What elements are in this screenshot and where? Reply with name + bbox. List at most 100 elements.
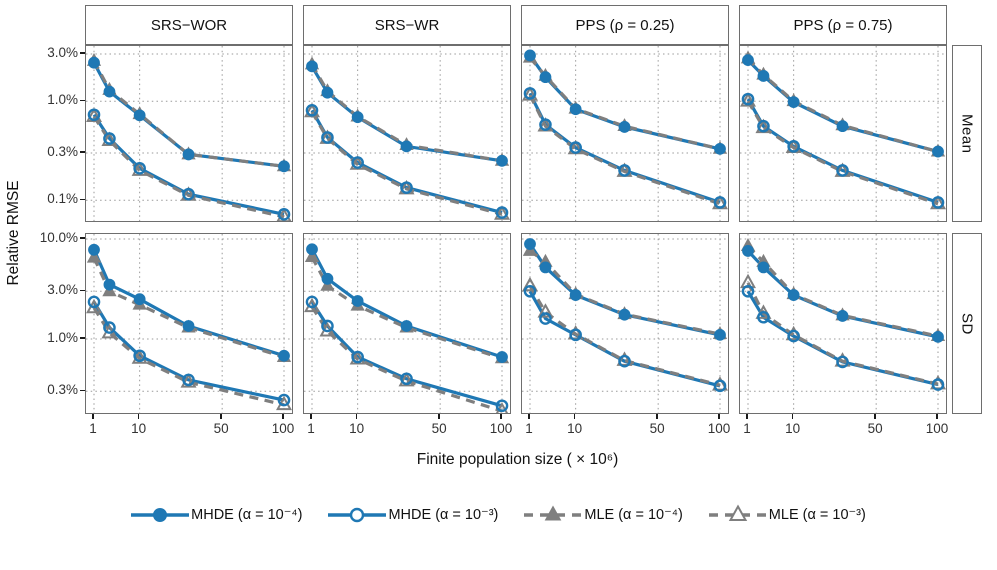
marker-mhde3 — [103, 321, 116, 334]
marker-mhde4 — [351, 111, 364, 124]
y-tick-mark — [80, 151, 85, 153]
x-tick-label: 100 — [707, 421, 731, 436]
marker-mhde4 — [524, 49, 536, 62]
marker-mhde4 — [278, 160, 290, 173]
marker-mle3 — [101, 131, 118, 147]
marker-mhde3 — [836, 355, 849, 369]
marker-mhde3 — [569, 141, 582, 154]
marker-mhde4 — [787, 289, 800, 301]
x-tick-mark — [936, 414, 938, 419]
marker-mhde4 — [278, 349, 290, 362]
y-tick-label: 0.3% — [47, 382, 78, 398]
x-tick-mark — [355, 414, 358, 419]
marker-mle3 — [276, 207, 292, 221]
marker-mhde4 — [182, 148, 195, 161]
marker-mhde4 — [400, 140, 413, 153]
marker-mhde3 — [305, 103, 319, 117]
marker-mhde3 — [182, 373, 195, 387]
legend-key-circle-open — [328, 507, 387, 523]
marker-mhde4 — [714, 142, 726, 155]
marker-mhde3 — [713, 196, 727, 209]
marker-mhde4 — [103, 278, 116, 291]
panel-sd-pps-0-25 — [521, 233, 729, 414]
marker-mhde3 — [87, 295, 101, 309]
marker-mhde4 — [524, 238, 536, 250]
marker-mhde3 — [133, 162, 146, 175]
marker-mhde4 — [836, 120, 849, 133]
marker-mhde4 — [714, 328, 726, 341]
marker-mle3 — [712, 376, 728, 391]
marker-mhde3 — [523, 87, 537, 100]
marker-mhde3 — [713, 379, 727, 393]
marker-mhde4 — [182, 320, 195, 332]
marker-mhde4 — [496, 154, 508, 167]
series-line-mle3 — [310, 111, 503, 216]
marker-mhde4 — [569, 103, 582, 116]
row-strip-sd: SD — [952, 233, 982, 414]
x-tick-mark — [656, 414, 658, 419]
series-line-mle3 — [746, 100, 939, 206]
row-strip-label: Mean — [958, 113, 976, 154]
legend-key-circle-filled — [131, 508, 190, 522]
col-strip-srs-wr: SRS−WR — [303, 5, 511, 45]
x-tick-mark — [220, 414, 222, 419]
marker-mhde4 — [321, 272, 334, 285]
x-tick-mark — [500, 414, 502, 419]
legend-key-triangle-filled — [524, 505, 583, 521]
marker-mhde4 — [306, 60, 318, 73]
marker-mle3 — [930, 374, 946, 390]
panel-mean-pps-0-25 — [521, 45, 729, 222]
marker-mhde3 — [277, 393, 291, 407]
marker-mle3 — [740, 92, 756, 107]
panel-mean-pps-0-75 — [739, 45, 947, 222]
marker-mle3 — [537, 303, 554, 318]
marker-mhde4 — [757, 70, 770, 82]
marker-mhde3 — [277, 208, 291, 221]
marker-mhde3 — [321, 319, 334, 333]
x-tick-mark — [573, 414, 576, 419]
x-tick-mark — [310, 414, 312, 419]
marker-mhde4 — [306, 243, 318, 256]
marker-mhde3 — [931, 196, 945, 209]
marker-mhde4 — [133, 293, 146, 306]
marker-mhde4 — [88, 56, 100, 69]
x-tick-mark — [718, 414, 720, 419]
panel-mean-srs-wr — [303, 45, 511, 222]
y-tick-mark — [80, 337, 85, 339]
col-strip-pps-0-75: PPS (ρ = 0.75) — [739, 5, 947, 45]
x-tick-label: 50 — [649, 421, 665, 436]
series-line-mle3 — [92, 115, 285, 219]
series-line-mle3 — [528, 94, 721, 206]
marker-mhde4 — [103, 85, 116, 98]
marker-mhde3 — [787, 329, 800, 343]
marker-mhde4 — [742, 245, 754, 257]
y-tick-mark — [80, 289, 85, 291]
marker-mhde3 — [757, 310, 770, 324]
marker-mle3 — [398, 371, 415, 387]
legend-item-mle4: MLE (α = 10⁻⁴) — [524, 503, 683, 527]
col-strip-srs-wor: SRS−WOR — [85, 5, 293, 45]
panel-mean-srs-wor — [85, 45, 293, 222]
x-tick-mark — [438, 414, 440, 419]
marker-mhde3 — [523, 284, 537, 298]
panel-sd-pps-0-75 — [739, 233, 947, 414]
marker-mhde3 — [305, 295, 319, 309]
marker-mhde4 — [836, 310, 849, 322]
series-line-mle4 — [92, 257, 285, 359]
marker-mhde3 — [539, 118, 552, 131]
legend-item-mle3: MLE (α = 10⁻³) — [708, 503, 866, 527]
marker-mhde4 — [932, 330, 944, 343]
marker-mhde4 — [618, 121, 631, 133]
x-tick-label: 1 — [89, 421, 97, 436]
marker-mhde4 — [539, 261, 552, 274]
panel-sd-srs-wr — [303, 233, 511, 414]
series-line-mhde3 — [746, 98, 939, 204]
x-tick-label: 1 — [743, 421, 751, 436]
x-tick-label: 10 — [349, 421, 365, 436]
marker-mhde3 — [400, 181, 413, 194]
series-line-mle4 — [92, 60, 285, 168]
y-tick-mark — [80, 99, 85, 101]
legend-label: MLE (α = 10⁻⁴) — [584, 507, 683, 523]
marker-mle4 — [86, 249, 102, 263]
marker-mhde3 — [787, 140, 800, 153]
